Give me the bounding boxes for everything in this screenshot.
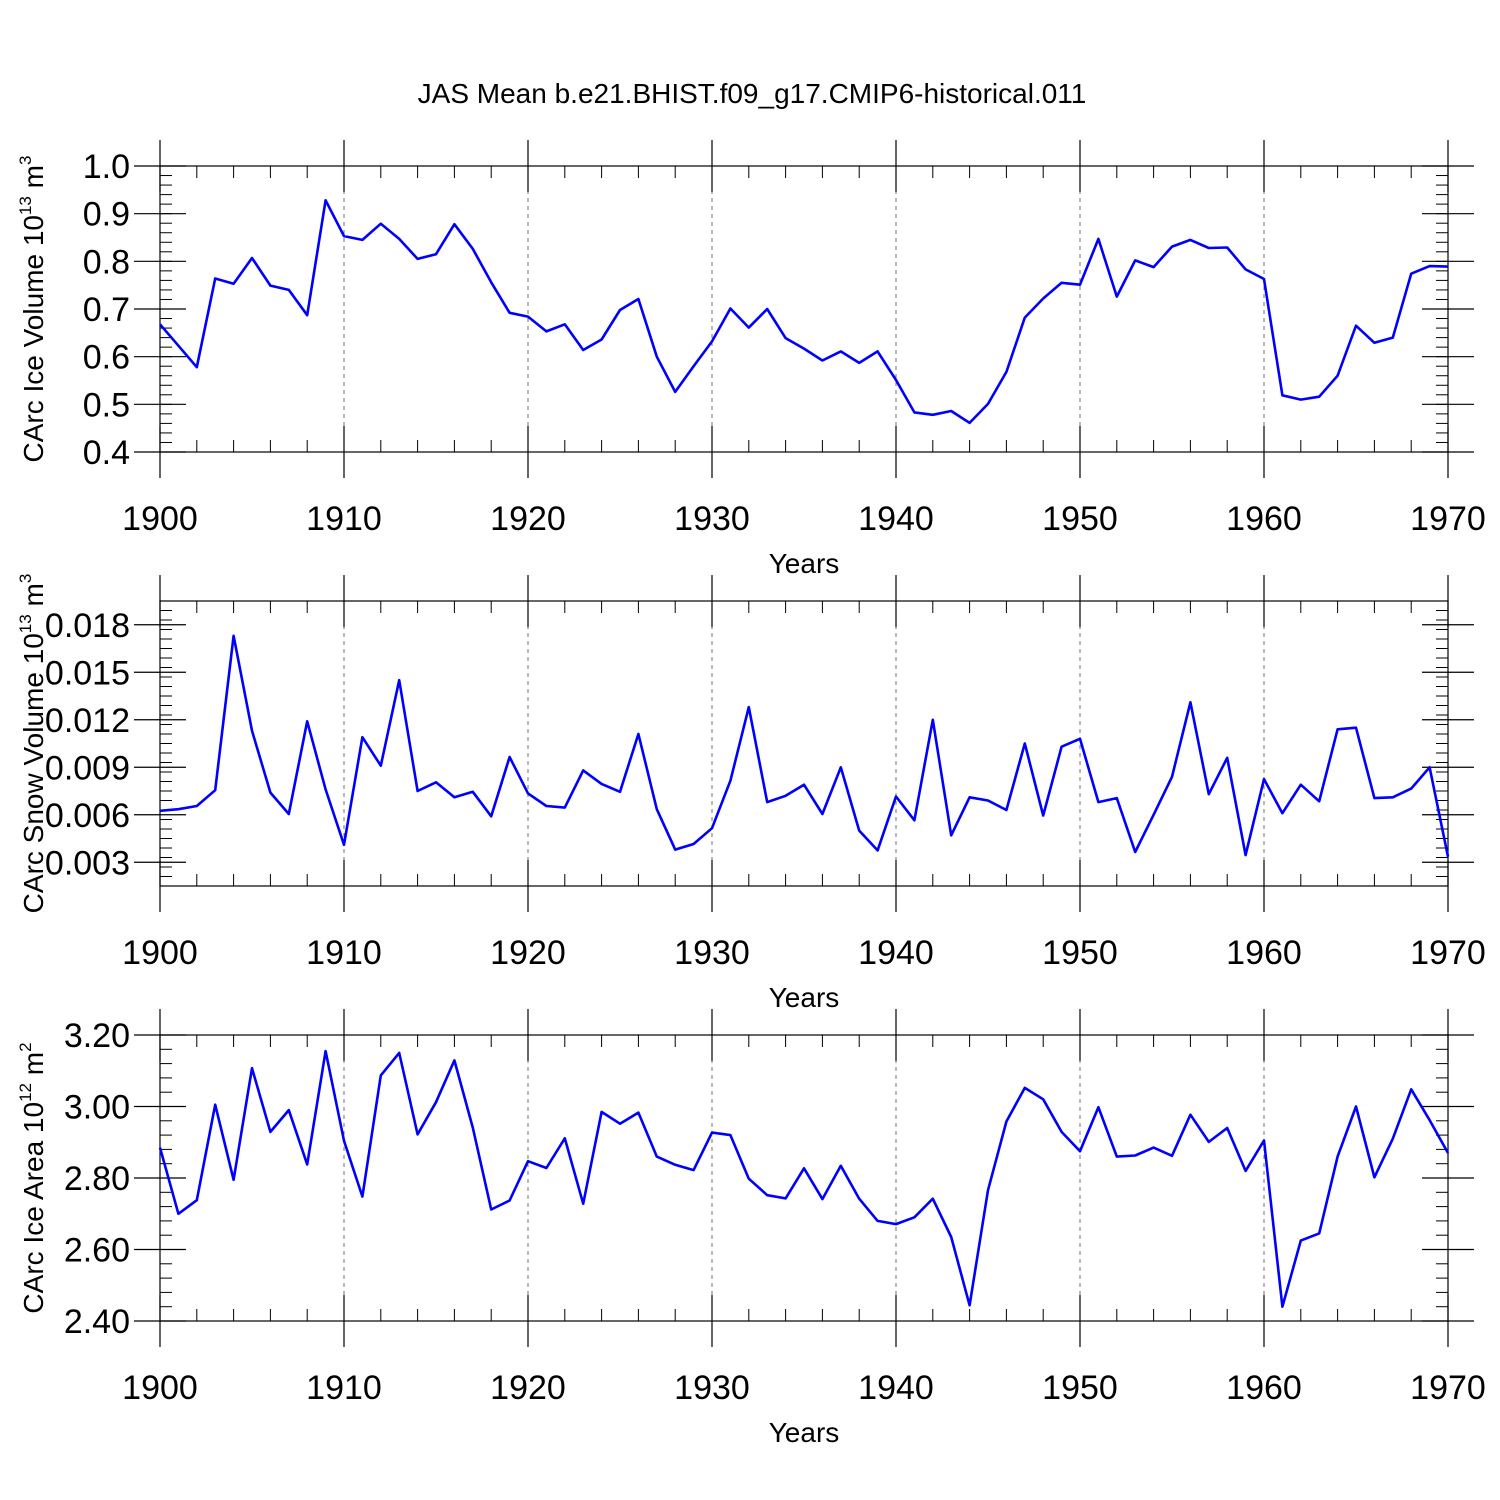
y-axis-label: CArc Ice Area 1012 m2	[16, 1042, 49, 1313]
y-tick-label: 3.00	[64, 1089, 130, 1127]
y-axis-label: CArc Snow Volume 1013 m3	[16, 574, 49, 914]
x-axis-label: Years	[769, 548, 840, 579]
y-tick-label: 0.9	[83, 196, 130, 234]
x-tick-label: 1940	[858, 1369, 934, 1407]
x-tick-label: 1950	[1042, 1369, 1118, 1407]
plot-frame	[159, 1034, 1449, 1322]
x-tick-label: 1960	[1226, 500, 1302, 538]
chart-title: JAS Mean b.e21.BHIST.f09_g17.CMIP6-histo…	[418, 78, 1087, 109]
series-line	[158, 1049, 1450, 1308]
y-tick-label: 0.6	[83, 339, 130, 377]
y-tick-label: 1.0	[83, 148, 130, 186]
y-tick-label: 0.7	[83, 291, 130, 329]
chart-panel-3: 2.40 2.60 2.80 3.00 3.20 1900 1910 1920 1930 1940…	[16, 1009, 1486, 1448]
x-tick-label: 1930	[674, 1369, 750, 1407]
y-tick-label: 2.60	[64, 1232, 130, 1270]
y-tick-label: 0.009	[45, 749, 130, 787]
chart-panel-1: 0.4 0.5 0.6 0.7 0.8 0.9 1.0 1900 1910 1920 1930 194…	[16, 140, 1486, 579]
x-tick-label: 1970	[1410, 934, 1486, 972]
y-tick-label: 0.006	[45, 797, 130, 835]
x-tick-label: 1920	[490, 934, 566, 972]
y-tick-label: 0.018	[45, 607, 130, 645]
x-tick-label: 1950	[1042, 934, 1118, 972]
x-tick-label: 1910	[306, 500, 382, 538]
chart-panel-2: 0.003 0.006 0.009 0.012 0.015 0.018 1900 1910 19…	[16, 574, 1486, 1013]
series-line	[159, 634, 1450, 857]
y-tick-label: 3.20	[64, 1017, 130, 1055]
x-tick-label: 1900	[122, 500, 198, 538]
x-tick-label: 1920	[490, 500, 566, 538]
y-axis-label: CArc Ice Volume 1013 m3	[16, 156, 49, 463]
x-tick-label: 1940	[858, 934, 934, 972]
x-tick-label: 1910	[306, 1369, 382, 1407]
plot-frame	[159, 600, 1449, 887]
y-tick-label: 2.80	[64, 1160, 130, 1198]
y-tick-label: 0.4	[83, 434, 130, 472]
x-tick-label: 1970	[1410, 1369, 1486, 1407]
x-tick-label: 1960	[1226, 934, 1302, 972]
x-axis-label: Years	[769, 982, 840, 1013]
y-tick-label: 0.012	[45, 702, 130, 740]
x-axis-label: Years	[769, 1417, 840, 1448]
y-tick-label: 0.015	[45, 654, 130, 692]
series-line	[159, 199, 1449, 425]
x-tick-label: 1940	[858, 500, 934, 538]
x-tick-label: 1950	[1042, 500, 1118, 538]
y-tick-label: 2.40	[64, 1303, 130, 1341]
y-tick-label: 0.8	[83, 243, 130, 281]
y-tick-label: 0.003	[45, 844, 130, 882]
x-tick-label: 1930	[674, 934, 750, 972]
x-tick-label: 1960	[1226, 1369, 1302, 1407]
x-tick-label: 1910	[306, 934, 382, 972]
x-tick-label: 1920	[490, 1369, 566, 1407]
panels: 0.4 0.5 0.6 0.7 0.8 0.9 1.0 1900 1910 1920 1930 194…	[16, 140, 1486, 1448]
x-tick-label: 1900	[122, 934, 198, 972]
x-tick-label: 1930	[674, 500, 750, 538]
x-tick-label: 1900	[122, 1369, 198, 1407]
x-tick-label: 1970	[1410, 500, 1486, 538]
plot-frame	[159, 165, 1449, 453]
y-tick-label: 0.5	[83, 386, 130, 424]
